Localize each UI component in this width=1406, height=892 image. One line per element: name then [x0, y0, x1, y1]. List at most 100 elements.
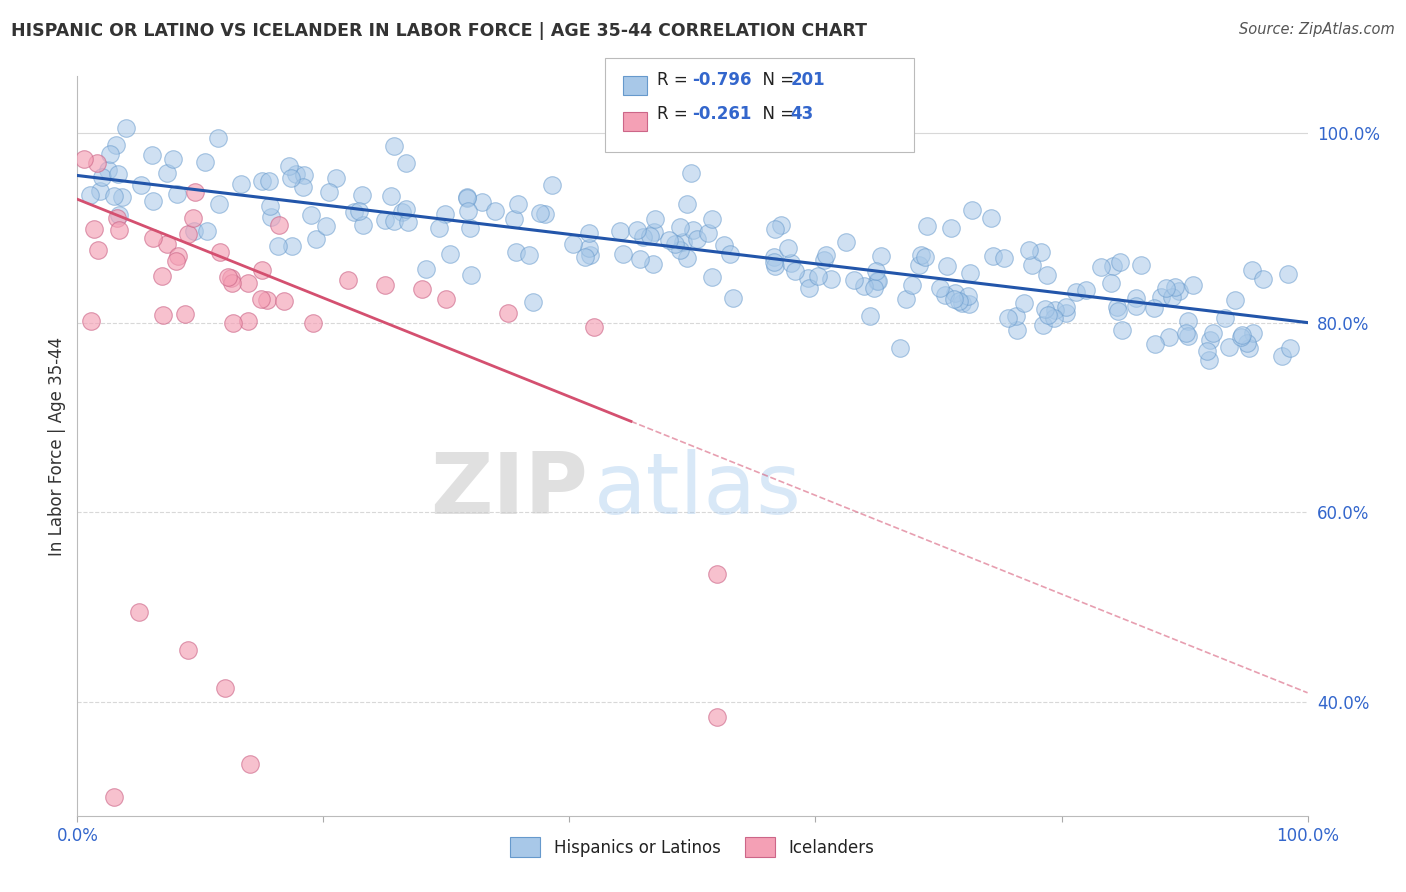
- Point: [439, 247, 461, 261]
- Point: [541, 178, 564, 192]
- Point: [284, 167, 307, 181]
- Point: [633, 230, 655, 244]
- Point: [853, 279, 876, 293]
- Point: [471, 194, 494, 209]
- Point: [108, 223, 131, 237]
- Point: [142, 231, 165, 245]
- Point: [429, 220, 451, 235]
- Point: [128, 605, 150, 619]
- Point: [256, 293, 278, 307]
- Point: [222, 316, 245, 330]
- Point: [676, 252, 699, 266]
- Point: [1164, 279, 1187, 293]
- Text: N =: N =: [752, 71, 800, 89]
- Point: [456, 190, 478, 204]
- Point: [1101, 260, 1123, 274]
- Point: [1237, 342, 1260, 356]
- Point: [305, 232, 328, 246]
- Point: [578, 227, 600, 241]
- Point: [395, 202, 418, 216]
- Point: [866, 274, 889, 288]
- Point: [1202, 326, 1225, 341]
- Point: [318, 186, 340, 200]
- Point: [1195, 343, 1218, 358]
- Point: [217, 269, 239, 284]
- Point: [299, 208, 322, 222]
- Point: [349, 203, 371, 218]
- Point: [1168, 285, 1191, 299]
- Point: [583, 320, 606, 334]
- Point: [686, 232, 709, 246]
- Point: [214, 681, 236, 695]
- Point: [484, 204, 506, 219]
- Point: [870, 249, 893, 263]
- Point: [658, 233, 681, 247]
- Point: [1125, 291, 1147, 305]
- Point: [1125, 299, 1147, 313]
- Point: [433, 207, 456, 221]
- Point: [250, 174, 273, 188]
- Point: [505, 244, 527, 259]
- Point: [936, 259, 959, 273]
- Point: [980, 211, 1002, 225]
- Point: [638, 229, 661, 244]
- Point: [957, 297, 980, 311]
- Point: [671, 235, 693, 249]
- Point: [1107, 304, 1129, 318]
- Point: [141, 148, 163, 162]
- Point: [382, 213, 405, 227]
- Point: [889, 341, 911, 355]
- Point: [1156, 281, 1178, 295]
- Point: [267, 239, 290, 253]
- Point: [184, 185, 207, 199]
- Text: R =: R =: [657, 105, 693, 123]
- Point: [129, 178, 152, 192]
- Text: 201: 201: [790, 71, 825, 89]
- Point: [502, 212, 524, 227]
- Point: [277, 159, 299, 173]
- Text: N =: N =: [752, 105, 800, 123]
- Point: [934, 288, 956, 302]
- Point: [1036, 308, 1059, 322]
- Point: [866, 274, 889, 288]
- Point: [1012, 296, 1035, 310]
- Point: [626, 222, 648, 236]
- Point: [238, 277, 260, 291]
- Point: [1150, 290, 1173, 304]
- Point: [943, 285, 966, 300]
- Point: [579, 248, 602, 262]
- Point: [778, 241, 800, 255]
- Point: [415, 261, 437, 276]
- Point: [863, 281, 886, 295]
- Point: [374, 212, 396, 227]
- Point: [374, 277, 396, 292]
- Point: [785, 264, 807, 278]
- Point: [458, 221, 481, 235]
- Point: [142, 194, 165, 208]
- Point: [395, 155, 418, 169]
- Text: HISPANIC OR LATINO VS ICELANDER IN LABOR FORCE | AGE 35-44 CORRELATION CHART: HISPANIC OR LATINO VS ICELANDER IN LABOR…: [11, 22, 868, 40]
- Point: [669, 219, 692, 234]
- Point: [1090, 260, 1112, 275]
- Point: [352, 219, 374, 233]
- Point: [292, 168, 315, 182]
- Text: -0.261: -0.261: [692, 105, 751, 123]
- Point: [1043, 302, 1066, 317]
- Point: [1005, 310, 1028, 324]
- Point: [956, 289, 979, 303]
- Point: [697, 226, 720, 240]
- Point: [89, 184, 111, 198]
- Point: [770, 218, 793, 232]
- Point: [177, 643, 200, 657]
- Point: [700, 270, 723, 285]
- Point: [1241, 326, 1264, 340]
- Point: [1230, 327, 1253, 342]
- Point: [939, 220, 962, 235]
- Point: [763, 222, 786, 236]
- Point: [612, 247, 634, 261]
- Point: [1198, 352, 1220, 367]
- Point: [981, 249, 1004, 263]
- Point: [529, 206, 551, 220]
- Point: [914, 250, 936, 264]
- Point: [152, 308, 174, 322]
